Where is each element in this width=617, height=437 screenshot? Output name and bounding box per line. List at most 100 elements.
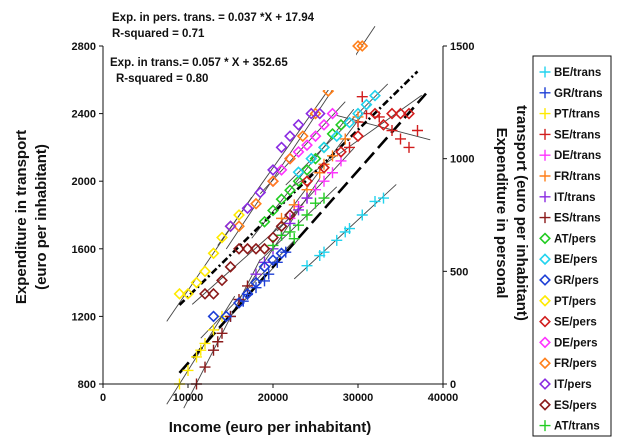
point-pt-trans-2 xyxy=(191,351,202,363)
legend-marker-at-pers xyxy=(539,232,551,245)
point-at-trans-5 xyxy=(310,197,321,209)
legend-label-at-pers: AT/pers xyxy=(554,233,596,245)
point-be-trans-2 xyxy=(331,234,343,246)
point-de-pers-6 xyxy=(318,118,330,131)
point-pt-trans-6 xyxy=(195,344,207,356)
point-es-trans-5 xyxy=(233,294,245,305)
annotation-trans-r-squared: R-squared = 0.80 xyxy=(116,73,208,85)
point-de-pers-4 xyxy=(301,139,313,152)
point-be-pers-7 xyxy=(369,89,381,102)
y-tick-label-1: 1200 xyxy=(72,311,96,323)
legend-marker-be-trans xyxy=(539,66,551,78)
point-gr-pers-2 xyxy=(233,296,245,309)
y-tick-label-2: 1600 xyxy=(72,244,96,256)
legend-label-at-trans: AT/trans xyxy=(554,421,600,433)
point-at-trans-6 xyxy=(318,192,330,204)
legend-marker-pt-trans xyxy=(539,108,551,120)
y2-tick-label-3: 1500 xyxy=(450,41,474,53)
point-es-trans-1 xyxy=(199,361,211,373)
point-se-pers-5 xyxy=(386,107,398,120)
point-se-trans-4 xyxy=(386,125,398,136)
legend-marker-at-trans xyxy=(539,420,551,432)
point-es-pers-5 xyxy=(241,242,254,255)
data-points xyxy=(173,40,423,390)
y2-tick-label-2: 1000 xyxy=(450,154,474,166)
point-be-pers-6 xyxy=(360,98,373,111)
point-it-pers-8 xyxy=(313,107,326,120)
x-tick-label-2: 20000 xyxy=(258,392,289,404)
y2-axis-label-line2: transport (euro per inhabitant) xyxy=(513,105,530,321)
point-de-trans-5 xyxy=(327,167,338,179)
point-se-pers-2 xyxy=(335,145,347,158)
point-es-pers-2 xyxy=(216,274,228,287)
legend-label-gr-trans: GR/trans xyxy=(554,88,603,100)
legend-box xyxy=(532,55,612,437)
point-es-pers-6 xyxy=(250,242,262,255)
point-fr-pers-3 xyxy=(284,152,296,165)
point-be-trans-0 xyxy=(301,260,313,272)
point-fr-pers-9 xyxy=(352,40,364,52)
point-at-pers-1 xyxy=(267,204,279,217)
point-be-trans-4 xyxy=(356,209,368,221)
point-fr-pers-10 xyxy=(356,40,369,52)
x-tick-label-1: 10000 xyxy=(173,392,204,404)
point-fr-pers-2 xyxy=(267,175,279,188)
legend-label-be-trans: BE/trans xyxy=(554,67,601,79)
point-be-pers-4 xyxy=(343,116,356,129)
y-axis-label-line1: Expenditure in transport xyxy=(13,130,30,304)
x-axis-label: Income (euro per inhabitant) xyxy=(169,419,372,436)
point-be-pers-5 xyxy=(352,107,364,120)
point-fr-pers-4 xyxy=(296,130,309,143)
point-be-pers-1 xyxy=(305,152,318,165)
legend-marker-it-trans xyxy=(539,191,551,203)
legend-label-de-trans: DE/trans xyxy=(554,150,601,162)
legend-marker-be-pers xyxy=(539,253,551,266)
fit-line-1 xyxy=(178,70,419,306)
point-de-pers-3 xyxy=(292,145,305,158)
legend-marker-se-trans xyxy=(539,128,551,140)
legend-marker-gr-trans xyxy=(539,87,551,99)
legend-label-se-trans: SE/trans xyxy=(554,129,601,141)
point-se-trans-8 xyxy=(356,91,368,103)
point-pt-pers-0 xyxy=(173,287,186,300)
point-be-trans-7 xyxy=(314,250,326,262)
point-be-pers-3 xyxy=(330,130,343,143)
point-es-trans-7 xyxy=(212,336,224,348)
point-pt-pers-1 xyxy=(182,287,194,300)
point-es-pers-0 xyxy=(199,287,211,300)
point-pt-pers-3 xyxy=(199,265,211,278)
point-gr-trans-3 xyxy=(263,268,275,280)
point-pt-trans-1 xyxy=(182,364,194,376)
legend-marker-es-pers xyxy=(539,398,551,411)
point-be-trans-5 xyxy=(369,195,381,207)
point-be-trans-8 xyxy=(339,226,351,238)
point-at-trans-3 xyxy=(293,219,304,231)
legend-label-es-pers: ES/pers xyxy=(554,400,597,412)
legend-label-gr-pers: GR/pers xyxy=(554,275,599,287)
point-at-trans-4 xyxy=(301,209,313,221)
trend-line-es-pers xyxy=(191,206,304,305)
point-it-pers-5 xyxy=(284,130,296,143)
legend-marker-de-pers xyxy=(539,336,551,349)
y2-axis-label-line1: Expenditure in personal xyxy=(493,128,510,299)
y2-tick-label-0: 0 xyxy=(450,379,456,391)
legend-label-de-pers: DE/pers xyxy=(554,337,597,349)
point-pt-pers-4 xyxy=(207,247,220,260)
legend-marker-gr-pers xyxy=(539,274,551,286)
point-gr-pers-6 xyxy=(267,254,279,266)
y-axis-label-line2: (euro per inhabitant) xyxy=(33,144,50,290)
point-it-pers-0 xyxy=(224,220,237,233)
point-de-pers-7 xyxy=(326,107,339,120)
point-pt-trans-4 xyxy=(208,324,219,336)
legend-label-fr-pers: FR/pers xyxy=(554,358,597,370)
point-at-trans-2 xyxy=(284,226,296,238)
point-be-trans-6 xyxy=(378,192,389,204)
point-se-pers-7 xyxy=(403,107,415,120)
point-it-pers-6 xyxy=(292,118,305,131)
y-tick-label-5: 2800 xyxy=(72,41,96,53)
legend-label-pt-trans: PT/trans xyxy=(554,109,600,121)
point-fr-trans-5 xyxy=(339,133,351,145)
legend-label-pt-pers: PT/pers xyxy=(554,296,596,308)
annotation-trans-equation: Exp. in trans.= 0.057 * X + 352.65 xyxy=(110,57,288,69)
point-fr-trans-6 xyxy=(352,111,364,123)
